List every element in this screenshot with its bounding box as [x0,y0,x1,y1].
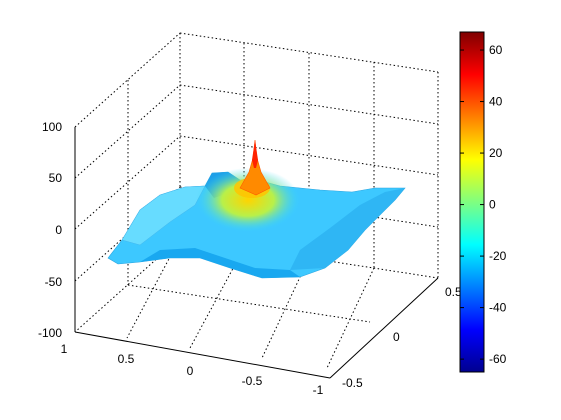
colorbar-tick-label: -40 [489,301,507,315]
peak-tip [252,140,258,168]
y-axis-ticks: -0.5 0 0.5 [342,285,462,390]
surface-front-band [140,248,300,278]
x-tick: 0.5 [118,352,135,366]
colorbar-gradient [459,31,485,373]
z-tick: 0 [55,223,62,237]
y-tick: -0.5 [342,376,363,390]
z-axis-ticks: 100 50 0 -50 -100 [38,120,62,340]
x-tick: -1 [313,383,324,397]
colorbar-tick-label: -20 [489,249,507,263]
colorbar-tick-label: 60 [489,43,503,57]
z-tick: -100 [38,326,62,340]
y-tick: 0.5 [445,285,462,299]
z-tick: -50 [45,275,63,289]
colorbar-tick-label: 40 [489,95,503,109]
x-tick: 1 [61,342,68,356]
surface [107,139,406,279]
colorbar-tick-label: 20 [489,146,503,160]
colorbar-tick-label: -60 [489,352,507,366]
colorbar-tick-label: 0 [489,198,496,212]
peak-glow [196,168,300,232]
y-tick: 0 [393,330,400,344]
x-tick: 0 [187,364,194,378]
colorbar: 60 40 20 0 -20 -40 -60 [459,31,507,373]
x-tick: -0.5 [242,374,263,388]
surface-right-fold [290,188,405,270]
colorbar-ticks: 60 40 20 0 -20 -40 -60 [460,43,507,366]
x-axis-ticks: 1 0.5 0 -0.5 -1 [61,342,324,397]
z-tick: 100 [42,120,62,134]
z-tick: 50 [49,171,63,185]
